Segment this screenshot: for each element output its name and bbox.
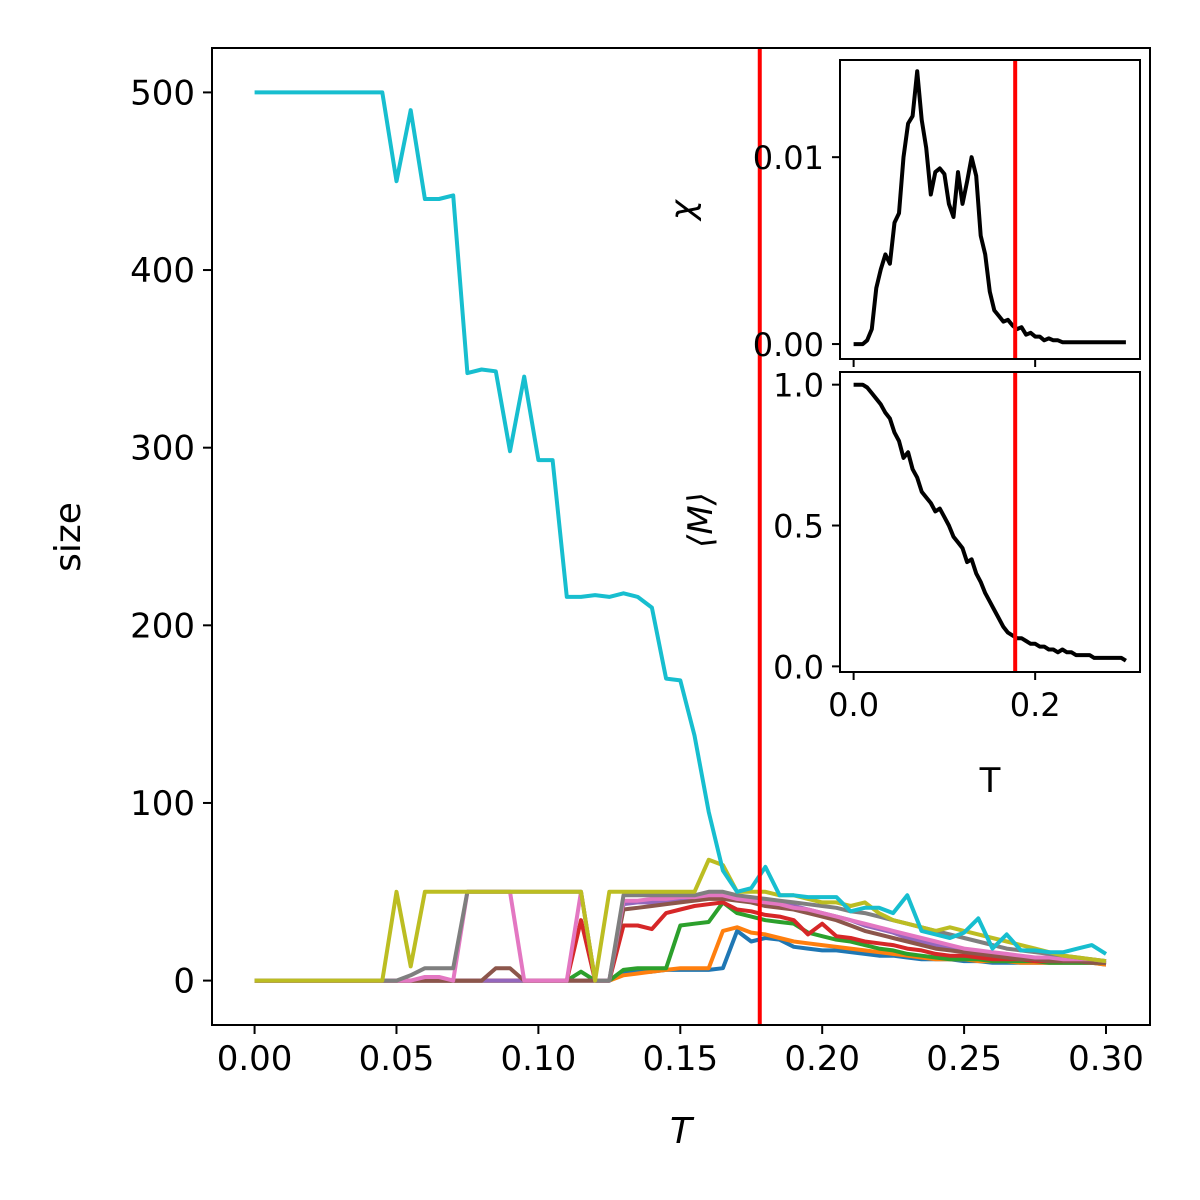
inset-bottom-y-tick-label: 0.5 (773, 508, 824, 546)
main-x-axis-label: T (670, 1111, 695, 1152)
main-x-ticks: 0.00 0.05 0.10 0.15 0.20 0.25 0.30 (217, 1025, 1144, 1079)
inset-bottom-y-ticks: 0.0 0.5 1.0 (773, 367, 840, 686)
inset-top-series-group (853, 69, 1126, 347)
inset-top-y-axis-label: χ (663, 198, 703, 222)
inset-top-background (840, 60, 1140, 359)
main-series-line-8 (254, 889, 1107, 983)
inset-bottom-x-axis-label: T (979, 761, 1001, 801)
inset-bottom-axes-frame (839, 371, 1141, 673)
main-y-axis-label: size (48, 502, 89, 572)
main-x-tick-label: 0.00 (217, 1039, 293, 1079)
main-y-tick-label: 500 (130, 73, 195, 113)
inset-top-series-line-1 (853, 69, 1126, 347)
inset-bottom-x-tick-label: 0.0 (828, 686, 879, 724)
main-series-group (254, 90, 1108, 983)
inset-bottom-y-tick-label: 1.0 (773, 367, 824, 405)
main-x-tick-label: 0.20 (784, 1039, 860, 1079)
inset-top-y-tick-label: 0.00 (753, 326, 824, 364)
main-x-tick-label: 0.30 (1068, 1039, 1144, 1079)
inset-susceptibility-plot: 0.00 0.01 χ (663, 59, 1141, 367)
inset-bottom-series-group (853, 382, 1127, 663)
inset-bottom-y-axis-label: ⟨M⟩ (681, 492, 721, 548)
inset-bottom-background (840, 372, 1140, 672)
main-y-ticks: 0 100 200 300 400 500 (130, 73, 212, 1002)
inset-magnetization-plot: 0.0 0.2 0.0 0.5 1.0 T ⟨M⟩ (681, 367, 1141, 801)
main-y-tick-label: 100 (130, 784, 195, 824)
main-x-tick-label: 0.05 (359, 1039, 435, 1079)
inset-top-y-ticks: 0.00 0.01 (753, 139, 1037, 367)
main-y-tick-label: 300 (130, 429, 195, 469)
main-y-tick-label: 0 (173, 962, 195, 1002)
main-y-tick-label: 400 (130, 251, 195, 291)
main-plot: 0.00 0.05 0.10 0.15 0.20 0.25 0.30 0 100 200 300 4… (48, 47, 1151, 1152)
main-x-tick-label: 0.10 (501, 1039, 577, 1079)
main-x-tick-label: 0.25 (926, 1039, 1002, 1079)
main-y-tick-label: 200 (130, 606, 195, 646)
inset-top-y-tick-label: 0.01 (753, 139, 824, 177)
main-x-tick-label: 0.15 (642, 1039, 718, 1079)
inset-top-axes-frame (839, 59, 1141, 360)
inset-bottom-y-tick-label: 0.0 (773, 648, 824, 686)
inset-bottom-x-ticks: 0.0 0.2 (828, 672, 1061, 724)
main-series-line-10 (254, 90, 1108, 956)
inset-bottom-series-line-1 (853, 382, 1127, 663)
inset-bottom-x-tick-label: 0.2 (1010, 686, 1061, 724)
